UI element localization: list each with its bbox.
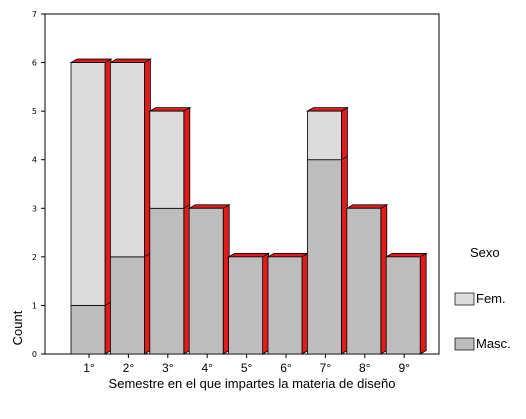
bar-top-6 xyxy=(266,252,310,258)
bar-masc-6 xyxy=(267,256,303,355)
bar-masc-5 xyxy=(228,256,264,355)
bar-top-5 xyxy=(227,252,271,258)
bar-masc-1 xyxy=(70,305,106,355)
legend-label-fem: Fem. xyxy=(476,291,506,306)
bar-masc-9 xyxy=(385,256,421,355)
legend-item-fem: Fem. xyxy=(454,291,506,306)
x-tick-label: 1° xyxy=(83,361,95,375)
bar-masc-4 xyxy=(188,207,224,355)
x-axis: 1° 2° 3° 4° 5° 6° 7° 8° 9° xyxy=(83,354,410,375)
x-tick-label: 4° xyxy=(201,361,213,375)
bar-masc-7 xyxy=(306,159,342,355)
bar-fem-2 xyxy=(110,62,145,258)
x-tick-label: 5° xyxy=(241,361,253,375)
bars-group xyxy=(69,58,428,355)
y-tick-label: 1 xyxy=(32,301,37,310)
legend-title: Sexo xyxy=(470,245,500,260)
y-axis: 0 1 2 3 4 5 6 7 xyxy=(32,10,45,359)
x-tick-label: 2° xyxy=(123,361,135,375)
x-tick-label: 3° xyxy=(162,361,174,375)
bar-top-7 xyxy=(305,107,349,112)
y-tick-label: 2 xyxy=(32,253,37,262)
bar-fem-1 xyxy=(70,62,106,306)
bar-top-1 xyxy=(69,58,113,63)
bar-seam-7 xyxy=(341,155,348,161)
y-tick-label: 3 xyxy=(32,204,37,213)
bar-top-2 xyxy=(108,58,152,63)
bar-top-8 xyxy=(345,204,389,209)
bar-masc-8 xyxy=(346,207,382,355)
y-tick-label: 7 xyxy=(32,10,37,19)
bar-seam-1 xyxy=(104,301,112,306)
x-tick-label: 8° xyxy=(359,361,371,375)
bar-side-9 xyxy=(419,252,427,355)
y-tick-label: 6 xyxy=(32,59,37,68)
legend-swatch-masc xyxy=(454,337,475,351)
y-tick-label: 5 xyxy=(32,107,37,116)
legend-item-masc: Masc. xyxy=(454,336,511,351)
y-tick-label: 4 xyxy=(32,156,37,165)
x-axis-title: Semestre en el que impartes la materia d… xyxy=(109,376,396,391)
bar-fem-3 xyxy=(149,110,185,209)
y-tick-label: 0 xyxy=(32,350,37,359)
y-axis-title: Count xyxy=(10,310,25,345)
bar-top-9 xyxy=(384,252,428,258)
bar-masc-3 xyxy=(149,207,185,355)
legend-label-masc: Masc. xyxy=(476,336,511,351)
bar-seam-3 xyxy=(183,204,191,209)
bar-fem-7 xyxy=(306,110,342,161)
bar-top-4 xyxy=(187,204,231,209)
x-tick-label: 6° xyxy=(280,361,292,375)
bar-top-3 xyxy=(148,107,192,112)
bar-seam-2 xyxy=(144,253,151,258)
legend-swatch-fem xyxy=(454,292,475,306)
bar-masc-2 xyxy=(110,256,145,355)
x-tick-label: 7° xyxy=(320,361,332,375)
x-tick-label: 9° xyxy=(398,361,410,375)
